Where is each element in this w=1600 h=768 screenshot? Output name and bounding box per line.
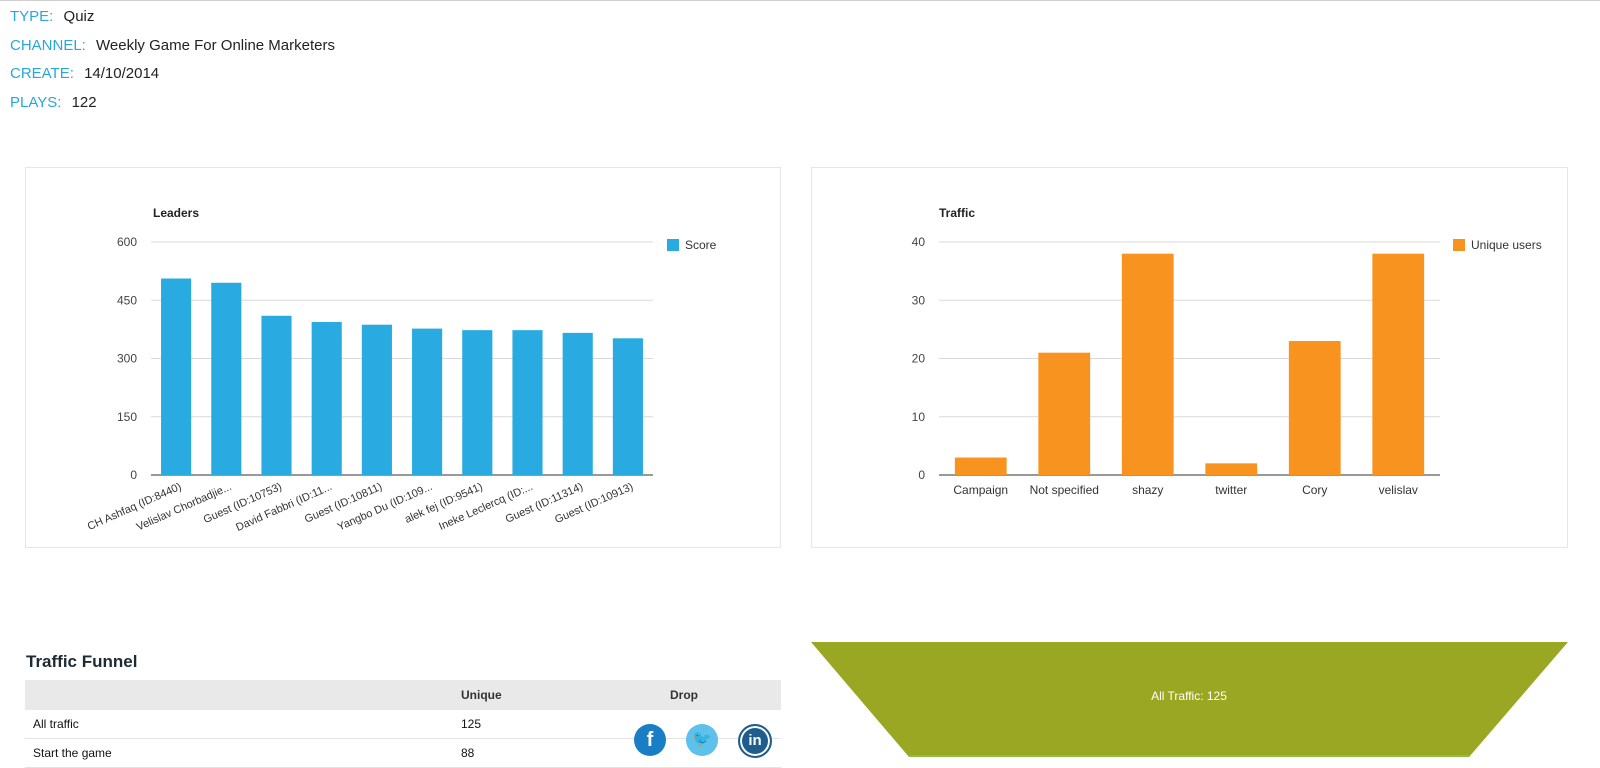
y-tick-label: 300 [117, 352, 137, 366]
y-tick-label: 450 [117, 293, 137, 307]
y-tick-label: 0 [918, 468, 925, 482]
type-value: Quiz [63, 8, 95, 25]
bar [1121, 253, 1174, 475]
x-tick-label: Cory [1302, 483, 1327, 497]
bar [612, 338, 643, 475]
y-tick-label: 20 [912, 352, 926, 366]
bar [1205, 463, 1258, 475]
channel-label: CHANNEL: [10, 36, 86, 54]
x-tick-label: Not specified [1030, 483, 1099, 497]
create-label: CREATE: [10, 65, 74, 82]
bar [562, 332, 593, 475]
funnel-stage-label: All Traffic: 125 [1151, 689, 1227, 703]
legend-swatch [1453, 239, 1465, 251]
bar [1288, 341, 1341, 475]
chart-title: Traffic [939, 206, 975, 220]
chart-title: Leaders [153, 206, 199, 220]
leaders-chart-card: Leaders 0 150 300 450 600 CH Ashfaq (ID:8440) V… [25, 167, 781, 548]
game-meta: TYPE: Quiz CHANNEL: Weekly Game For Onli… [10, 7, 335, 121]
funnel-heading: Traffic Funnel [26, 652, 138, 671]
bar [412, 328, 443, 475]
create-row: CREATE: 14/10/2014 [10, 64, 335, 93]
funnel-col-drop: Drop [662, 680, 781, 710]
plays-label: PLAYS: [10, 93, 62, 111]
y-tick-label: 600 [117, 235, 137, 249]
traffic-chart-card: Traffic 0 10 20 30 40 Campaign Not specified sha… [811, 167, 1568, 548]
bar [1372, 253, 1425, 475]
x-tick-label: shazy [1132, 483, 1163, 497]
bar [261, 315, 292, 475]
twitter-icon[interactable]: 🐦 [686, 724, 718, 756]
bar [211, 282, 242, 475]
bar [311, 321, 342, 475]
plays-row: PLAYS: 122 [10, 93, 335, 122]
funnel-row-name: All traffic [25, 710, 453, 739]
legend-swatch [667, 239, 679, 251]
bar [1038, 352, 1091, 475]
funnel-row-unique: 125 [453, 710, 662, 739]
funnel-row-name: Start the game [25, 738, 453, 768]
x-tick-label: velislav [1379, 483, 1418, 497]
create-value: 14/10/2014 [84, 65, 160, 82]
table-row: All traffic 125 [25, 710, 781, 739]
y-tick-label: 150 [117, 410, 137, 424]
plays-value: 122 [71, 93, 97, 111]
bar [954, 457, 1007, 475]
y-tick-label: 40 [912, 235, 926, 249]
facebook-icon[interactable]: f [634, 724, 666, 756]
y-tick-label: 0 [130, 468, 137, 482]
type-label: TYPE: [10, 8, 54, 25]
traffic-chart: Traffic 0 10 20 30 40 Campaign Not specified sha… [912, 206, 1542, 497]
bar [512, 330, 543, 475]
x-tick-label: twitter [1215, 483, 1247, 497]
channel-row: CHANNEL: Weekly Game For Online Marketer… [10, 36, 335, 65]
funnel-chart: All Traffic: 125 [811, 642, 1568, 757]
y-tick-label: 10 [912, 410, 926, 424]
legend-label: Unique users [1471, 238, 1542, 252]
linkedin-icon[interactable]: in [738, 724, 772, 758]
table-row: Start the game 88 [25, 738, 781, 768]
y-tick-label: 30 [912, 293, 926, 307]
legend-label: Score [685, 238, 717, 252]
x-tick-label: Campaign [953, 483, 1008, 497]
bar [361, 324, 392, 475]
bar [462, 330, 493, 475]
funnel-col-unique: Unique [453, 680, 662, 710]
funnel-col-name [25, 680, 453, 710]
type-row: TYPE: Quiz [10, 7, 335, 36]
channel-value: Weekly Game For Online Marketers [96, 36, 335, 54]
funnel-stage [811, 642, 1568, 757]
funnel-header-row: Unique Drop [25, 680, 781, 710]
funnel-table: Unique Drop All traffic 125 Start the ga… [25, 680, 781, 768]
funnel-row-unique: 88 [453, 738, 662, 768]
bar [161, 278, 192, 475]
